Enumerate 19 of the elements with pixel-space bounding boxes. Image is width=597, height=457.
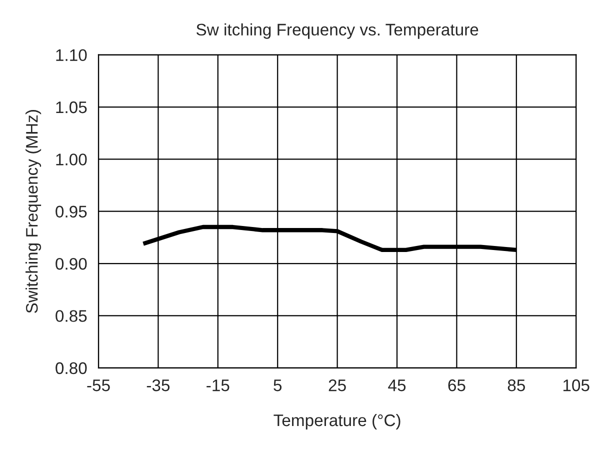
x-tick-label: 85	[508, 379, 525, 392]
y-tick-label: 0.80	[56, 362, 87, 374]
x-axis-title: Temperature (°C)	[274, 414, 400, 430]
x-tick-label: -35	[146, 379, 170, 392]
x-tick-label: -15	[206, 380, 230, 392]
y-tick-label: 1.05	[56, 101, 87, 114]
y-tick-label: 0.90	[56, 258, 87, 270]
x-tick-label: 25	[328, 379, 346, 392]
y-tick-label: 0.85	[56, 310, 87, 322]
chart-title: Sw itching Frequency vs. Temperature	[196, 23, 478, 39]
x-tick-label: 5	[274, 380, 282, 392]
y-axis-title: Switching Frequency (MHz)	[26, 110, 42, 313]
x-tick-label: 65	[448, 379, 466, 392]
x-tick-label: 105	[563, 379, 590, 392]
x-tick-label: 45	[388, 380, 406, 392]
y-tick-label: 1.00	[56, 154, 87, 166]
y-tick-label: 0.95	[56, 206, 87, 218]
y-tick-label: 1.10	[56, 49, 87, 62]
x-tick-label: -55	[87, 380, 110, 392]
